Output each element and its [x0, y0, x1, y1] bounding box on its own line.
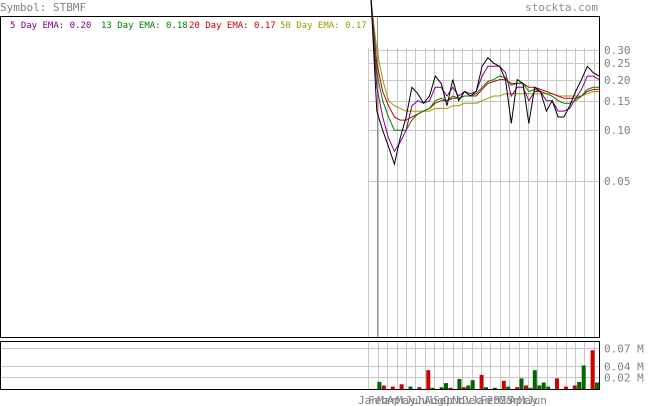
volume-bar-16: [444, 383, 448, 389]
x-label-10: Nov: [452, 394, 472, 406]
x-label-13: Feb: [480, 394, 500, 406]
volume-panel-frame: [0, 341, 600, 390]
volume-bar-50: [595, 382, 599, 389]
site-name: stockta.com: [525, 1, 598, 14]
x-label-11: Dec: [462, 394, 482, 406]
volume-bar-4: [390, 386, 395, 389]
volume-bar-13: [430, 387, 435, 389]
volume-bar-10: [417, 387, 422, 389]
volume-y-label-1: 0.04 M: [604, 361, 644, 374]
volume-bar-36: [532, 370, 537, 389]
volume-bar-1: [377, 381, 382, 389]
volume-bar-17: [448, 387, 453, 389]
volume-bar-49: [590, 350, 595, 389]
price-grid-vertical: [368, 17, 595, 389]
volume-bar-45: [572, 385, 577, 389]
x-label-3: Apr: [387, 394, 407, 406]
x-label-14: 2025: [487, 394, 514, 406]
x-label-12: Jan: [471, 394, 491, 406]
volume-bar-12: [426, 370, 431, 389]
volume-y-label-0: 0.07 M: [604, 343, 644, 356]
price-y-label-3: 0.15: [604, 95, 631, 108]
volume-bar-25: [484, 387, 488, 389]
series-ema20-line: [370, 0, 599, 121]
price-y-label-5: 0.05: [604, 175, 631, 188]
volume-grid-horizontal: [1, 348, 599, 378]
volume-bar-2: [381, 385, 386, 389]
volume-bar-43: [563, 386, 568, 389]
volume-bar-32: [515, 387, 520, 389]
volume-bar-47: [581, 365, 586, 389]
x-label-2: Mar: [377, 394, 397, 406]
price-y-label-0: 0.30: [604, 44, 631, 57]
x-label-1: Feb: [368, 394, 388, 406]
volume-bar-15: [439, 387, 444, 389]
volume-bars-group: [377, 350, 599, 389]
volume-bar-39: [546, 386, 551, 389]
volume-bar-27: [492, 387, 497, 389]
volume-bar-6: [399, 384, 404, 389]
volume-bar-38: [541, 382, 546, 389]
series-ema5-line: [370, 0, 600, 153]
volume-bar-41: [555, 378, 559, 389]
volume-bar-21: [466, 385, 471, 389]
x-label-5: Jun: [405, 394, 425, 406]
x-label-17: May: [518, 394, 538, 406]
volume-bar-33: [519, 378, 524, 389]
volume-bar-20: [461, 387, 466, 389]
legend-ema5: 5 Day EMA: 0.20: [10, 21, 91, 31]
x-label-16: Apr: [509, 394, 529, 406]
volume-bar-35: [528, 387, 533, 389]
price-y-label-4: 0.10: [604, 124, 631, 137]
legend-ema20: 20 Day EMA: 0.17: [189, 21, 276, 31]
x-label-0: Jan: [358, 394, 378, 406]
price-y-label-2: 0.20: [604, 74, 631, 87]
legend-ema13: 13 Day EMA: 0.18: [101, 21, 188, 31]
volume-y-axis-labels: 0.07 M 0.04 M0.02 M: [604, 343, 644, 385]
volume-y-label-2: 0.02 M: [604, 372, 644, 385]
volume-bar-24: [479, 374, 484, 389]
series-price-line: [370, 0, 600, 166]
x-label-18: Jun: [527, 394, 547, 406]
legend-ema50: 50 Day EMA: 0.17: [280, 21, 367, 31]
x-label-6: Jul: [415, 394, 435, 406]
volume-bar-37: [537, 385, 542, 389]
volume-bar-46: [577, 381, 582, 389]
x-axis-labels: JanFebMarAprMayJunJulAugSepOctNovDecJanF…: [358, 394, 547, 406]
x-label-7: Aug: [424, 394, 444, 406]
symbol-label: Symbol: STBMF: [0, 1, 86, 14]
x-label-4: May: [396, 394, 416, 406]
series-ema50-line: [370, 0, 599, 112]
price-y-label-1: 0.25: [604, 57, 631, 70]
volume-bar-8: [408, 386, 413, 389]
volume-bar-29: [501, 380, 506, 389]
volume-bar-19: [457, 379, 462, 389]
series-ema13-line: [370, 0, 599, 131]
x-label-9: Oct: [443, 394, 463, 406]
volume-bar-22: [470, 380, 475, 389]
price-panel-frame: [0, 16, 600, 338]
x-label-15: Mar: [499, 394, 519, 406]
x-label-8: Sep: [433, 394, 453, 406]
volume-bar-34: [524, 385, 528, 389]
price-y-axis-labels: 0.300.25 0.20 0.15 0.10 0.05: [604, 44, 631, 188]
price-series-group: [370, 0, 600, 166]
volume-bar-30: [506, 386, 511, 389]
